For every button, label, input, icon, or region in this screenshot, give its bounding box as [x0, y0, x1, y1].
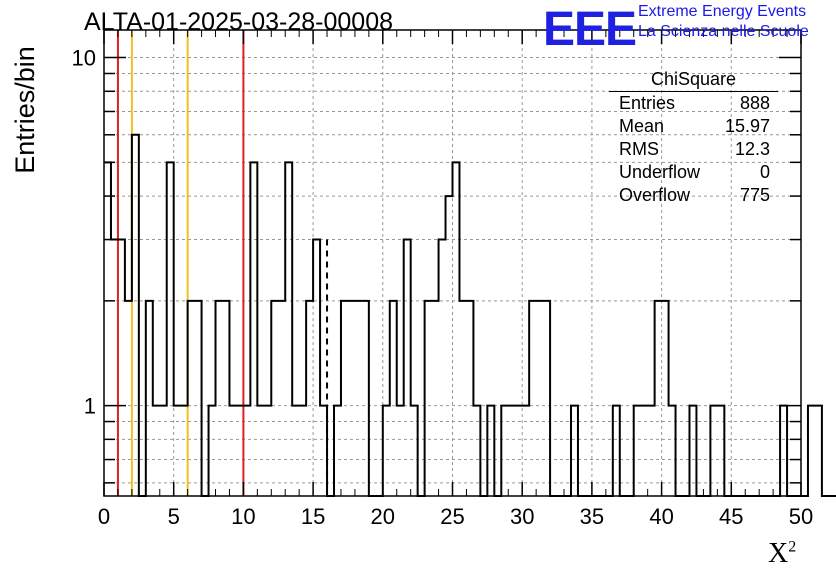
stats-box: ChiSquare Entries 888 Mean 15.97 RMS 12.3 U…	[609, 67, 778, 207]
chart-title: ALTA-01-2025-03-28-00008	[84, 8, 393, 36]
eee-logo: EEE	[543, 3, 637, 56]
logo-caption: Extreme Energy Events La Scienza nelle S…	[638, 2, 809, 42]
x-tick-label: 30	[510, 504, 534, 529]
x-tick-label: 50	[789, 504, 813, 529]
x-tick-label: 40	[649, 504, 673, 529]
stats-row-mean: Mean 15.97	[619, 116, 770, 136]
axis-ticks	[103, 30, 802, 496]
x-tick-label: 5	[168, 504, 180, 529]
stats-title: ChiSquare	[609, 67, 778, 92]
x-tick-label: 45	[719, 504, 743, 529]
x-tick-label: 15	[301, 504, 325, 529]
y-axis-label: Entries/bin	[10, 46, 40, 174]
stats-row-entries: Entries 888	[619, 93, 770, 113]
x-tick-label: 0	[98, 504, 110, 529]
histogram-outline	[104, 133, 836, 497]
x-tick-label: 25	[440, 504, 464, 529]
tick-labels: 0 5 10 15 20 25 30 35 40 45 50 1 10	[72, 46, 814, 529]
y-tick-label: 10	[72, 46, 96, 71]
stats-row-overflow: Overflow 775	[619, 185, 770, 205]
x-tick-label: 20	[371, 504, 395, 529]
x-tick-label: 35	[580, 504, 604, 529]
logo-line-1: Extreme Energy Events	[638, 3, 807, 20]
logo-line-2: La Scienza nelle Scuole	[638, 23, 809, 40]
stats-row-underflow: Underflow 0	[619, 162, 770, 182]
reference-lines	[116, 30, 329, 496]
x-tick-label: 10	[231, 504, 255, 529]
stats-row-rms: RMS 12.3	[619, 139, 770, 159]
x-axis-label: X2	[768, 538, 797, 569]
y-tick-label: 1	[84, 394, 96, 419]
